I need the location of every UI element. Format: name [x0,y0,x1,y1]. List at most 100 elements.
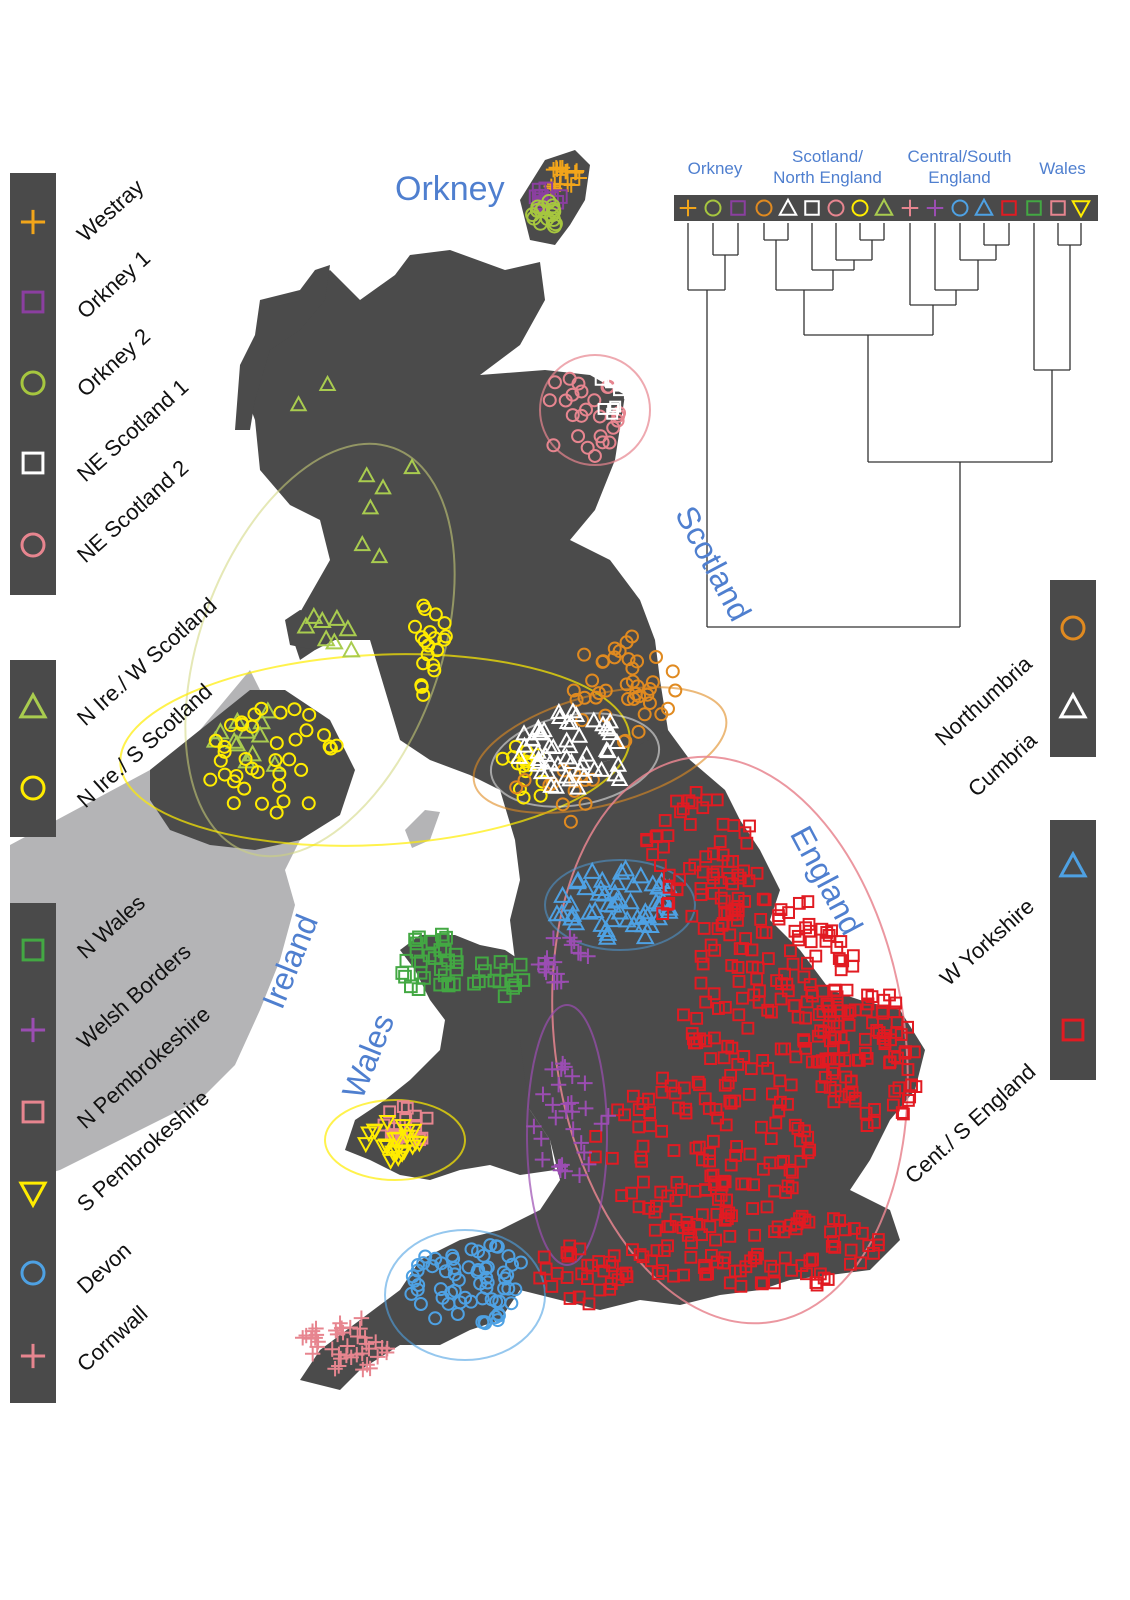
sample-square-icon [493,955,508,969]
sample-circle-icon [299,723,314,738]
sample-square-icon [754,912,768,926]
sample-square-icon [824,1225,837,1239]
sample-square-icon [734,1279,748,1293]
dendro-leaf-circle-icon [851,199,869,217]
sample-triangle-icon [568,872,587,890]
sample-square-icon [537,1250,551,1264]
sample-square-icon [798,1124,811,1138]
sample-square-icon [813,1267,827,1281]
sample-square-icon [691,1075,705,1089]
sample-square-icon [613,384,625,397]
sample-circle-icon [288,732,303,747]
sample-triangle-icon [575,766,594,783]
sample-square-icon [715,1178,729,1192]
sample-circle-icon [404,1286,419,1301]
sample-square-icon [651,1267,665,1280]
sample-circle-icon [322,739,337,754]
sample-circle-icon [580,440,595,455]
sample-square-icon [731,868,745,882]
sample-triangle-icon [296,616,316,634]
sample-square-icon [550,1266,564,1280]
sample-triangle-icon [547,904,567,922]
sample-square-icon [683,818,697,831]
sample-square-icon [636,1250,650,1264]
sample-plus-icon [572,945,589,962]
sample-triangle-icon [649,908,669,926]
sample-circle-icon [585,772,600,787]
sample-circle-icon [217,744,232,759]
sample-square-icon [681,1228,695,1242]
sample-square-icon [718,1000,732,1014]
sample-triangle-icon [634,915,654,933]
sample-triangle-icon [596,919,616,938]
sample-square-icon [851,1053,865,1067]
sample-square-icon [784,944,797,958]
sample-circle-icon [621,652,636,667]
sample-circle-icon [484,1292,499,1307]
legend-panel-wales-sw [10,903,56,1403]
sample-triangle-icon [338,619,358,637]
sample-square-icon [754,1276,768,1290]
dendro-leaf-circle-icon [827,199,845,217]
sample-plus-icon [571,1167,588,1183]
sample-plus-icon [550,1077,567,1093]
sample-triangle-down-icon [388,1144,406,1161]
sample-triangle-icon [623,875,643,893]
sample-circle-icon [569,692,584,707]
sample-square-icon [890,1026,904,1039]
sample-square-icon [702,1102,716,1115]
sample-square-icon [658,814,672,827]
sample-square-icon [721,1076,735,1090]
sample-circle-icon [541,193,557,209]
sample-circle-icon [546,438,561,453]
sample-square-icon [497,989,512,1004]
sample-triangle-icon [631,866,651,884]
sample-square-icon [868,1103,881,1116]
sample-triangle-icon [562,752,581,769]
sample-square-icon [475,956,489,971]
sample-square-icon [761,952,775,965]
sample-square-icon [844,1243,858,1257]
sample-square-icon [711,922,725,936]
sample-square-icon [712,1002,725,1015]
sample-plus-icon [526,1118,542,1135]
sample-plus-icon [554,1055,571,1072]
sample-square-icon [704,1052,717,1065]
sample-triangle-icon [608,732,626,750]
sample-circle-icon [563,814,578,829]
sample-triangle-icon [584,711,603,728]
sample-square-icon [447,977,461,992]
sample-triangle-icon [353,535,372,552]
dendro-leaf-square-icon [730,200,746,216]
sample-square-icon [560,1246,574,1260]
sample-circle-icon [579,402,594,417]
sample-square-icon [593,1283,607,1297]
sample-square-icon [781,1179,795,1193]
sample-circle-icon [562,371,577,386]
sample-triangle-icon [550,702,568,719]
dendro-group-orkney: Orkney [687,159,743,178]
sample-plus-icon [576,1144,592,1161]
sample-markers [203,159,923,1378]
sample-square-icon [902,1093,915,1107]
sample-triangle-icon [227,734,247,752]
sample-square-icon [719,1118,733,1132]
sample-plus-icon [564,1068,580,1084]
sample-square-icon [708,1031,721,1045]
sample-plus-icon [545,930,562,946]
sample-square-icon [637,1175,650,1189]
sample-square-icon [449,955,464,969]
sample-square-icon [799,1011,812,1025]
sample-square-icon [809,949,823,963]
sample-square-icon [674,805,687,819]
sample-triangle-icon [592,760,611,777]
sample-plus-icon [573,1135,589,1151]
sample-triangle-icon [597,927,617,945]
sample-circle-icon [427,663,442,678]
sample-square-icon [800,995,814,1009]
sample-square-icon [730,1140,743,1153]
sample-triangle-icon [370,547,389,564]
sample-plus-icon [294,1330,311,1346]
sample-triangle-icon [569,778,587,795]
dendro-leaf-plus-icon [926,199,944,217]
